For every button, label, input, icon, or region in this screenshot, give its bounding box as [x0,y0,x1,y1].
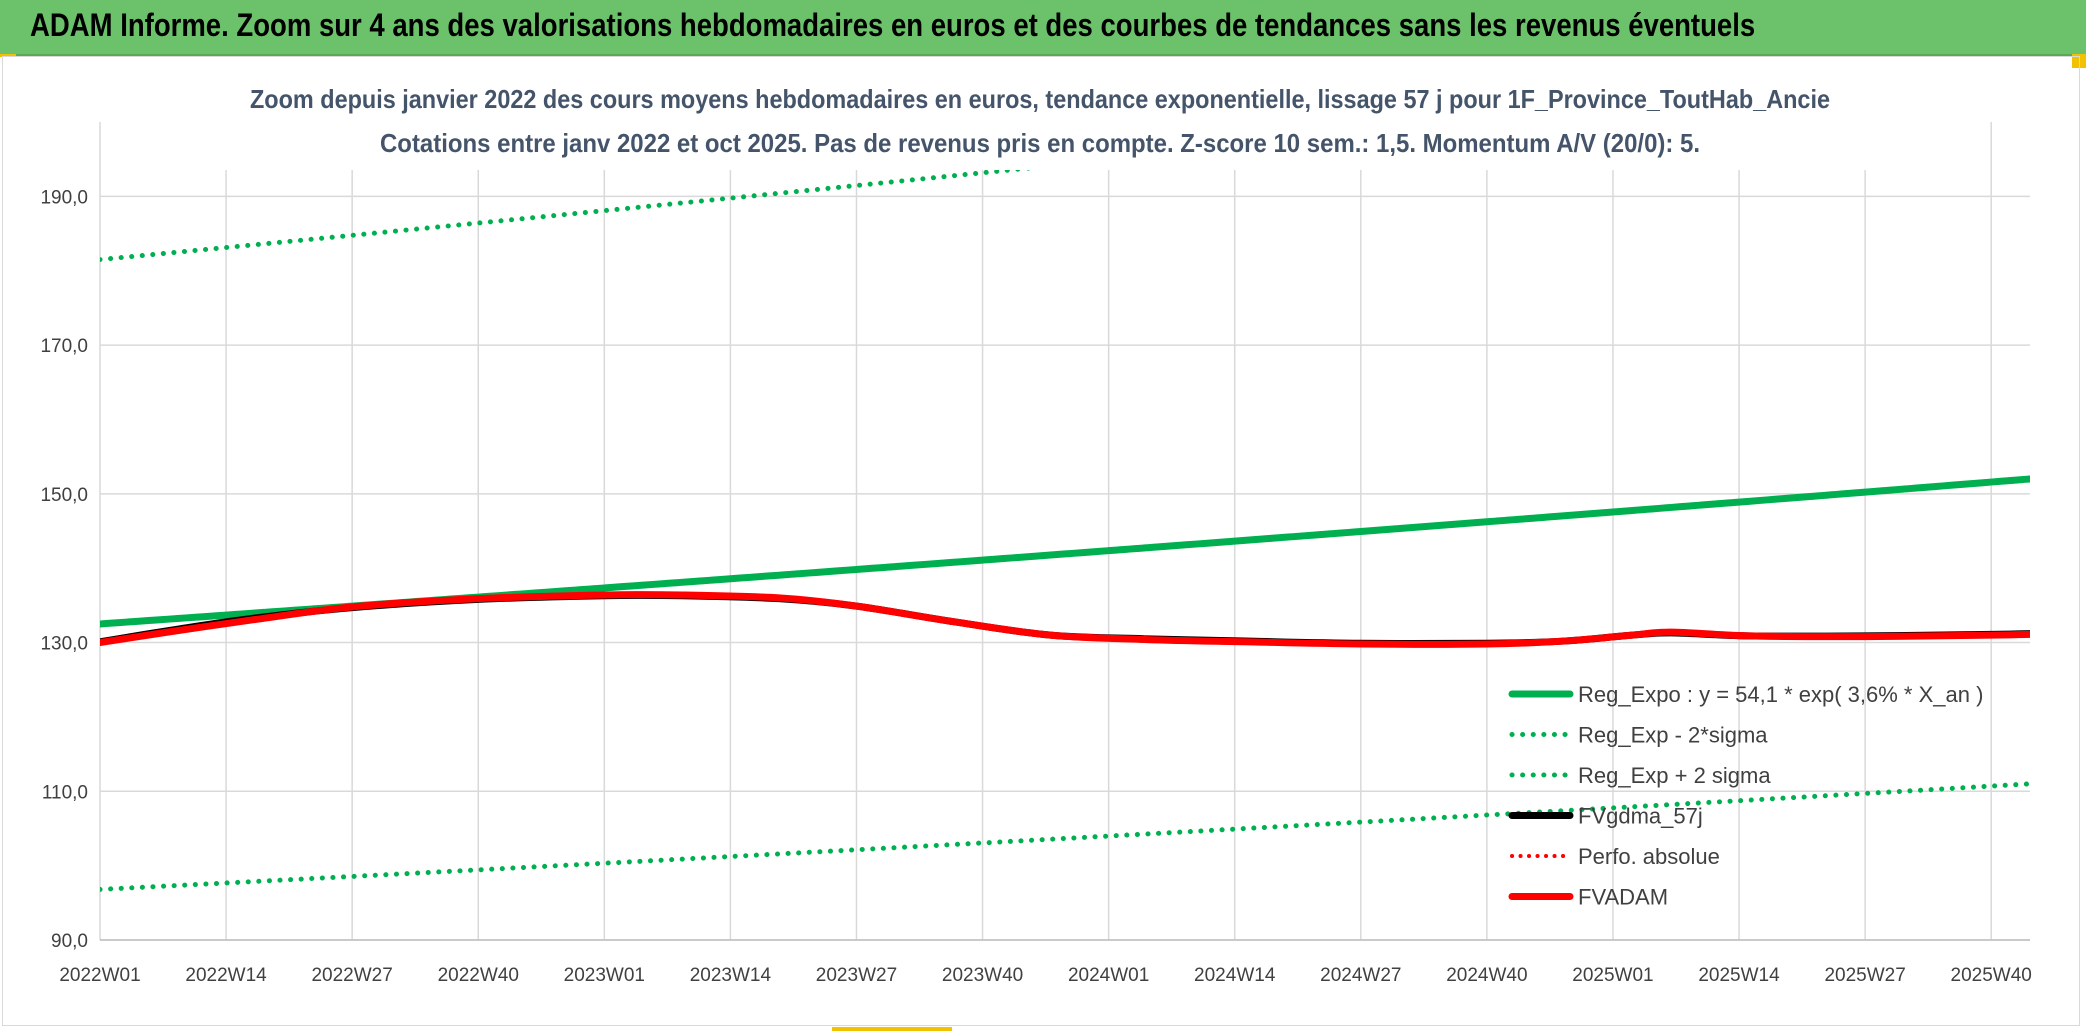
x-tick-label: 2025W40 [1951,965,2032,986]
legend-label: FVADAM [1578,885,1668,910]
x-tick-label: 2024W14 [1194,965,1276,986]
y-tick-label: 190,0 [40,187,88,208]
x-tick-label: 2025W01 [1572,965,1653,986]
x-tick-label: 2023W14 [690,965,772,986]
bottom-mark [832,1027,952,1031]
y-tick-label: 130,0 [40,634,88,655]
header-bar: ADAM Informe. Zoom sur 4 ans des valoris… [0,0,2086,56]
y-tick-label: 90,0 [51,931,88,952]
x-tick-label: 2022W01 [59,965,140,986]
y-tick-label: 110,0 [42,782,88,803]
legend-label: Perfo. absolue [1578,844,1720,869]
series-line-2 [100,781,2030,892]
series-layer [100,122,2030,892]
x-tick-label: 2023W27 [816,965,897,986]
legend-label: FVgdma_57j [1578,804,1703,829]
legend-label: Reg_Expo : y = 54,1 * exp( 3,6% * X_an ) [1578,682,1983,707]
grid-layer [99,122,2030,941]
x-tick-label: 2025W14 [1698,965,1780,986]
x-tick-label: 2023W01 [564,965,645,986]
chart-title: Zoom depuis janvier 2022 des cours moyen… [250,84,1830,114]
x-tick-label: 2023W40 [942,965,1023,986]
series-line-6 [100,591,2030,648]
x-tick-label: 2025W27 [1824,965,1905,986]
y-tick-label: 150,0 [40,485,88,506]
x-tick-label: 2022W27 [311,965,392,986]
x-tick-label: 2024W27 [1320,965,1401,986]
legend-label: Reg_Exp - 2*sigma [1578,723,1768,748]
x-tick-label: 2022W14 [185,965,267,986]
axis-layer: 90,0 110,0 130,0 150,0 170,0 190,0 2022W01 2022… [40,187,2031,986]
x-tick-label: 2022W40 [438,965,519,986]
title-backdrop [225,78,1875,170]
x-tick-label: 2024W40 [1446,965,1527,986]
page-title: ADAM Informe. Zoom sur 4 ans des valoris… [30,7,1756,43]
legend-label: Reg_Exp + 2 sigma [1578,763,1771,788]
y-tick-label: 170,0 [40,336,88,357]
chart-subtitle: Cotations entre janv 2022 et oct 2025. P… [380,128,1700,158]
corner-mark-left [0,54,16,57]
x-tick-label: 2024W01 [1068,965,1149,986]
legend: Reg_Expo : y = 54,1 * exp( 3,6% * X_an )… [1508,682,1983,910]
